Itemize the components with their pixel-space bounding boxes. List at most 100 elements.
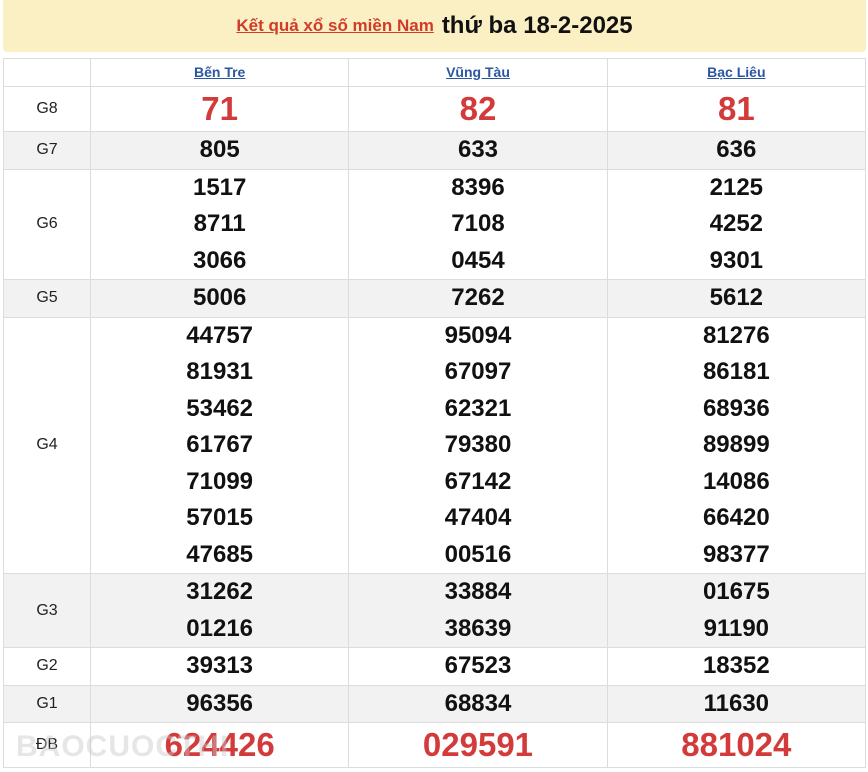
prize-number: 01675 xyxy=(702,578,770,605)
province-link[interactable]: Bạc Liêu xyxy=(707,63,766,80)
prize-number: 8396 xyxy=(451,173,505,201)
prize-cell: 44757 81931 53462 61767 71099 57015 47685 xyxy=(89,316,350,574)
province-header-row: Bến Tre Vũng Tàu Bạc Liêu xyxy=(3,58,867,87)
prize-number: 67097 xyxy=(444,358,512,385)
prize-number: 61767 xyxy=(186,431,254,458)
prize-cell: 81276 86181 68936 89899 14086 66420 98377 xyxy=(606,316,867,574)
prize-number: 2125 xyxy=(709,173,764,201)
results-title-bar: Kết quả xổ số miền Nam thứ ba 18-2-2025 xyxy=(3,0,866,52)
prize-number: 44757 xyxy=(186,321,254,349)
prize-cell: 71 xyxy=(89,86,350,132)
prize-number: 67142 xyxy=(444,467,512,495)
prize-number: 66420 xyxy=(702,504,770,531)
prize-number: 67523 xyxy=(444,652,512,679)
prize-number: 4252 xyxy=(709,210,764,237)
prize-number: 11630 xyxy=(703,689,770,717)
prize-number: 98377 xyxy=(702,540,770,568)
prize-cell: 5612 xyxy=(606,279,867,318)
prize-label: G6 xyxy=(3,168,91,280)
prize-row: G2 39313 67523 18352 xyxy=(3,647,867,686)
prize-label: G4 xyxy=(3,316,91,574)
prize-cell: 5006 xyxy=(89,279,350,318)
province-header: Bến Tre xyxy=(89,58,350,87)
prize-cell: 81 xyxy=(606,86,867,132)
province-link[interactable]: Bến Tre xyxy=(193,63,246,80)
prize-label: G2 xyxy=(3,647,91,686)
prize-row: G3 31262 01216 33884 38639 01675 91190 xyxy=(3,573,867,648)
prize-number: 029591 xyxy=(422,726,534,763)
prize-number: 71 xyxy=(201,90,239,127)
prize-number: 636 xyxy=(716,136,757,163)
province-header: Vũng Tàu xyxy=(348,58,608,87)
prize-cell: 1517 8711 3066 xyxy=(89,168,350,280)
prize-label: G8 xyxy=(3,86,91,132)
prize-number: 8711 xyxy=(193,210,246,237)
prize-cell: 624426 xyxy=(89,722,350,768)
prize-number: 79380 xyxy=(444,431,512,458)
prize-cell: 2125 4252 9301 xyxy=(606,168,867,280)
prize-cell: 881024 xyxy=(606,722,867,768)
prize-number: 00516 xyxy=(444,540,512,568)
prize-cell: 01675 91190 xyxy=(606,573,867,648)
prize-label: G5 xyxy=(3,279,91,318)
prize-cell: 18352 xyxy=(606,647,867,686)
prize-number: 95094 xyxy=(444,321,512,349)
prize-number: 31262 xyxy=(186,578,254,605)
prize-number: 624426 xyxy=(164,726,275,763)
prize-row: G6 1517 8711 3066 8396 7108 0454 2125 4252 9301 xyxy=(3,168,867,280)
prize-cell: 68834 xyxy=(348,684,608,723)
prize-cell: 636 xyxy=(606,131,867,170)
results-table: Bến Tre Vũng Tàu Bạc Liêu G8 71 82 81 G7 805 6… xyxy=(3,58,867,768)
prize-cell: 96356 xyxy=(89,684,350,723)
prize-number: 47685 xyxy=(186,540,254,568)
prize-cell: 7262 xyxy=(348,279,608,318)
prize-cell: 95094 67097 62321 79380 67142 47404 00516 xyxy=(348,316,608,574)
prize-row: ĐB 624426 029591 881024 xyxy=(3,722,867,768)
prize-number: 7108 xyxy=(451,210,505,237)
header-empty xyxy=(3,58,91,87)
prize-number: 57015 xyxy=(186,504,254,531)
prize-row: G8 71 82 81 xyxy=(3,86,867,132)
prize-cell: 633 xyxy=(348,131,608,170)
prize-number: 5612 xyxy=(709,284,764,311)
prize-cell: 029591 xyxy=(348,722,608,768)
prize-cell: 33884 38639 xyxy=(348,573,608,648)
prize-number: 7262 xyxy=(451,284,505,311)
prize-number: 91190 xyxy=(703,614,770,642)
prize-number: 89899 xyxy=(702,431,770,458)
prize-row: G1 96356 68834 11630 xyxy=(3,684,867,723)
prize-number: 33884 xyxy=(444,578,512,605)
prize-number: 68834 xyxy=(444,689,512,717)
prize-cell: 67523 xyxy=(348,647,608,686)
province-link[interactable]: Vũng Tàu xyxy=(446,63,510,80)
prize-number: 81 xyxy=(717,90,755,127)
prize-number: 5006 xyxy=(192,284,247,311)
prize-number: 1517 xyxy=(192,173,247,201)
prize-number: 14086 xyxy=(702,467,770,495)
prize-row: G7 805 633 636 xyxy=(3,131,867,170)
prize-number: 96356 xyxy=(186,689,254,717)
prize-number: 38639 xyxy=(444,614,512,642)
results-link[interactable]: Kết quả xổ số miền Nam xyxy=(236,16,434,35)
prize-number: 86181 xyxy=(702,358,770,385)
prize-number: 62321 xyxy=(444,394,512,422)
prize-row: G4 44757 81931 53462 61767 71099 57015 47685 950… xyxy=(3,316,867,574)
draw-date: thứ ba 18-2-2025 xyxy=(441,12,633,39)
prize-cell: 8396 7108 0454 xyxy=(348,168,608,280)
prize-label: G7 xyxy=(3,131,91,170)
prize-label: G1 xyxy=(3,684,91,723)
prize-cell: 31262 01216 xyxy=(89,573,350,648)
prize-row: G5 5006 7262 5612 xyxy=(3,279,867,318)
prize-cell: 82 xyxy=(348,86,608,132)
prize-number: 633 xyxy=(457,136,499,163)
prize-cell: 805 xyxy=(89,131,350,170)
prize-number: 01216 xyxy=(186,614,254,642)
prize-number: 68936 xyxy=(702,394,770,422)
prize-number: 18352 xyxy=(702,652,770,679)
prize-number: 881024 xyxy=(681,726,792,763)
prize-number: 39313 xyxy=(186,652,254,679)
prize-number: 71099 xyxy=(186,467,254,495)
prize-number: 805 xyxy=(199,136,240,163)
province-header: Bạc Liêu xyxy=(606,58,867,87)
prize-label: ĐB xyxy=(3,722,91,768)
